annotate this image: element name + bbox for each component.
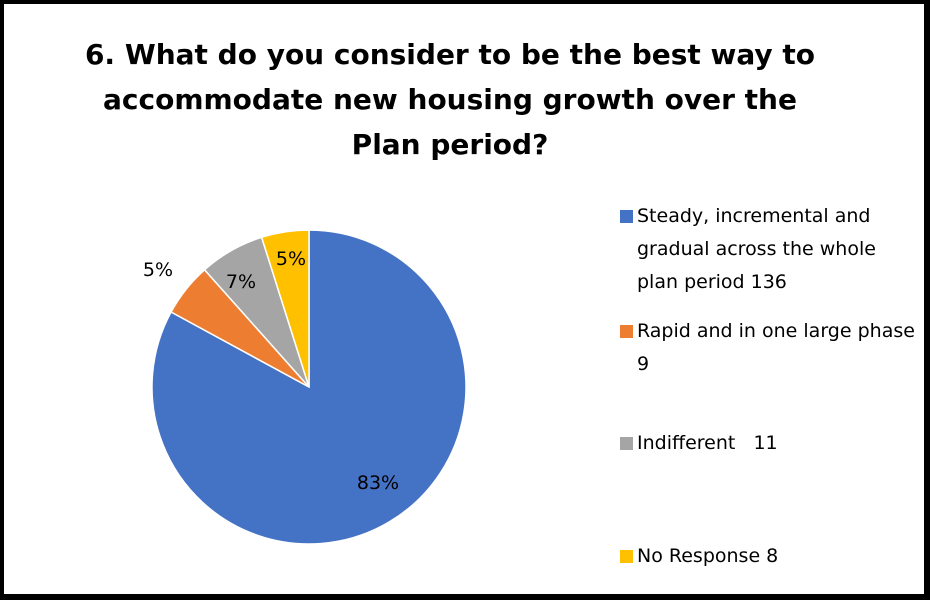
legend-swatch-indifferent xyxy=(620,437,633,450)
legend-swatch-no-response xyxy=(620,550,633,563)
chart-title: 6. What do you consider to be the best w… xyxy=(84,38,816,161)
pie-label-steady: 83% xyxy=(357,472,399,494)
pie-slices xyxy=(151,229,467,545)
pie-labels: 83% 5% 7% 5% xyxy=(143,248,399,494)
legend-swatch-rapid xyxy=(620,325,633,338)
legend-label-indifferent: Indifferent 11 xyxy=(637,432,778,454)
pie-label-indifferent: 7% xyxy=(226,271,256,293)
legend-item-indifferent: Indifferent 11 xyxy=(620,427,917,460)
legend-item-steady: Steady, incremental and gradual across t… xyxy=(620,200,917,299)
legend-label-steady: Steady, incremental and gradual across t… xyxy=(637,205,882,293)
pie-label-rapid: 5% xyxy=(143,259,173,281)
legend-swatch-steady xyxy=(620,210,633,223)
pie-label-no-response: 5% xyxy=(276,248,306,270)
legend-label-rapid: Rapid and in one large phase 9 xyxy=(637,320,921,375)
legend-item-rapid: Rapid and in one large phase 9 xyxy=(620,315,917,381)
pie-slice-no-response xyxy=(260,229,310,388)
legend: Steady, incremental and gradual across t… xyxy=(620,200,920,590)
legend-label-no-response: No Response 8 xyxy=(637,545,779,567)
legend-item-no-response: No Response 8 xyxy=(620,540,917,573)
